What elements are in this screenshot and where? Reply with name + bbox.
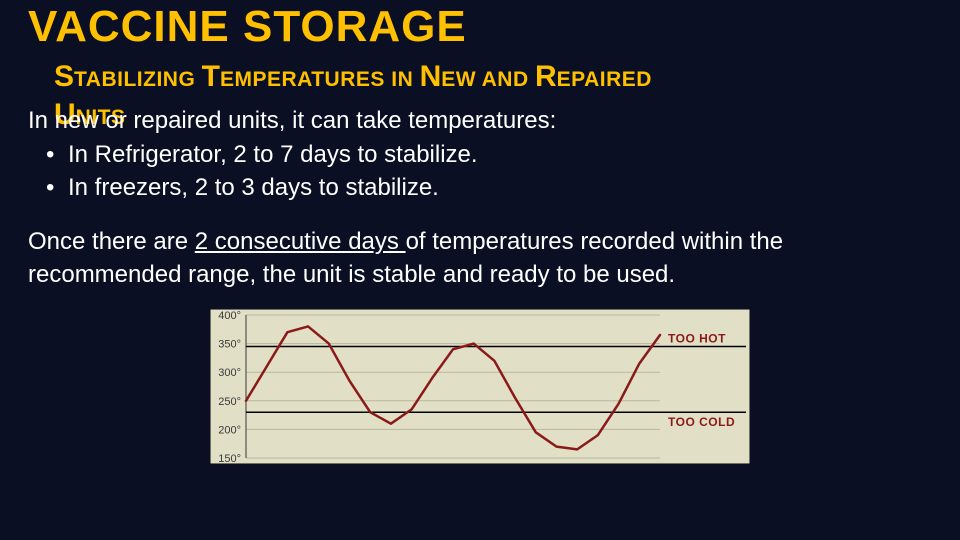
svg-text:250°: 250° — [218, 396, 241, 408]
chart-svg: 150° 200° 250° 300° 350° 400° TOO HOT TOO COLD — [210, 309, 750, 464]
bullet-list: In Refrigerator, 2 to 7 days to stabiliz… — [28, 137, 932, 204]
page-title: VACCINE STORAGE — [28, 0, 932, 52]
underlined-phrase: 2 consecutive days — [195, 228, 406, 255]
svg-text:150°: 150° — [218, 453, 241, 464]
svg-text:400°: 400° — [218, 310, 241, 322]
slide: VACCINE STORAGE STABILIZING TEMPERATURES… — [0, 0, 960, 540]
svg-text:300°: 300° — [218, 367, 241, 379]
list-item: In Refrigerator, 2 to 7 days to stabiliz… — [46, 139, 932, 171]
svg-text:200°: 200° — [218, 424, 241, 436]
subtitle-line1: STABILIZING TEMPERATURES IN NEW AND REPA… — [54, 60, 652, 93]
svg-text:TOO COLD: TOO COLD — [668, 415, 735, 429]
stability-rule-text: Once there are 2 consecutive days of tem… — [28, 204, 932, 291]
temperature-chart: 150° 200° 250° 300° 350° 400° TOO HOT TOO COLD — [210, 309, 750, 464]
intro-text: In new or repaired units, it can take te… — [28, 105, 932, 137]
svg-text:350°: 350° — [218, 339, 241, 351]
svg-text:TOO HOT: TOO HOT — [668, 331, 726, 345]
list-item: In freezers, 2 to 3 days to stabilize. — [46, 172, 932, 204]
